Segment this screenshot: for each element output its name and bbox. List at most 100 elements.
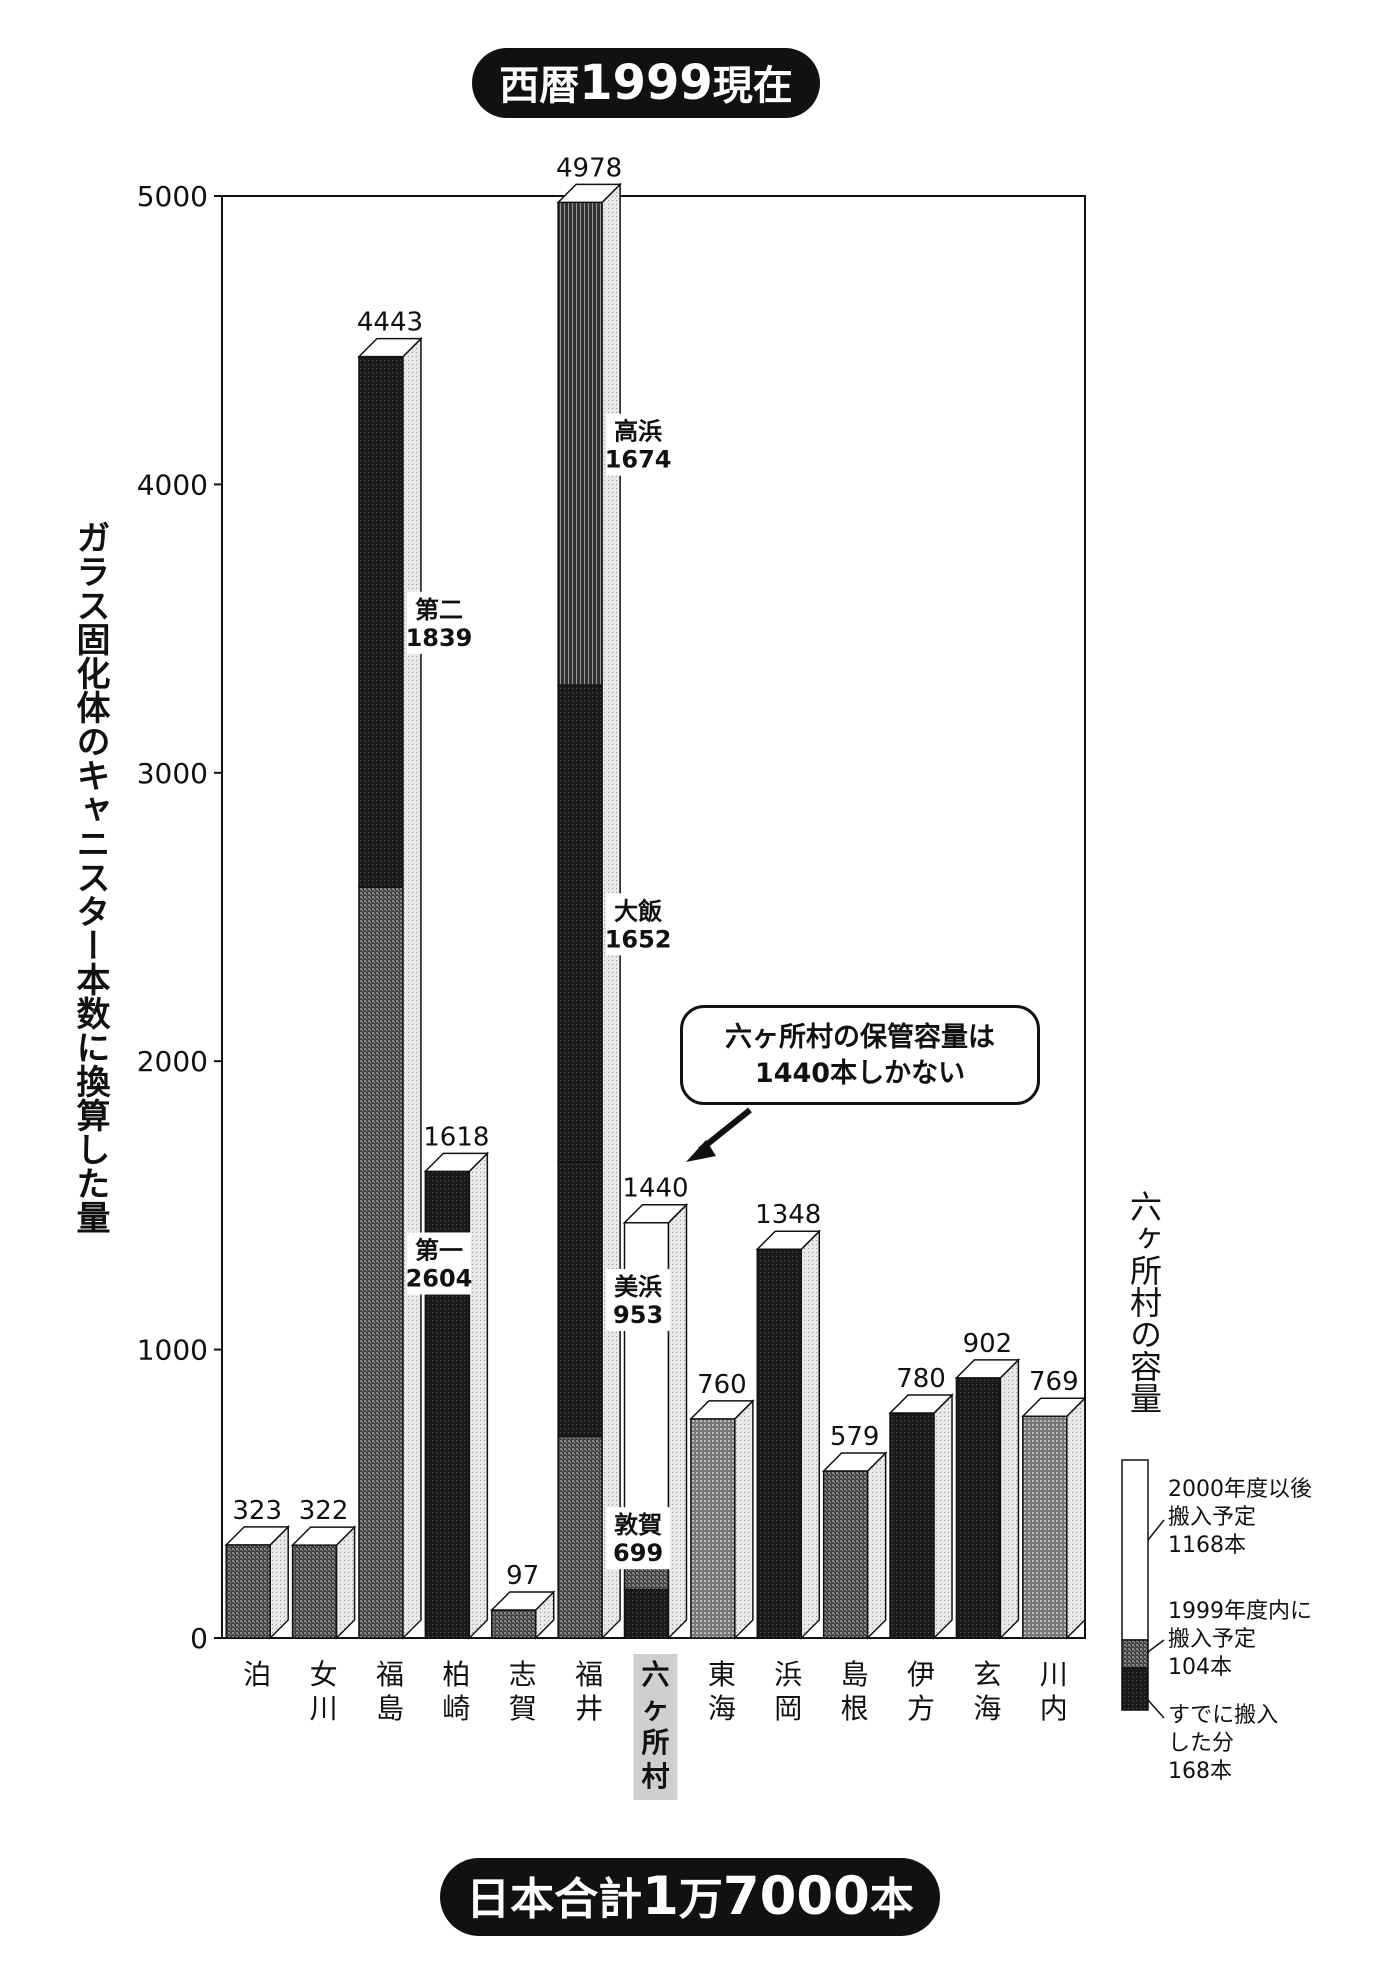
y-tick-label: 0 [190, 1622, 208, 1655]
segment-value: 1839 [406, 624, 473, 652]
bar-福島 [357, 336, 423, 1640]
value-label: 323 [232, 1496, 282, 1526]
segment-label-bg [606, 893, 671, 956]
bar-side [734, 1399, 754, 1640]
bar-front [889, 1412, 935, 1639]
category-label-東海: 海 [708, 1692, 736, 1725]
category-label-伊方: 方 [907, 1692, 935, 1725]
value-label: 4978 [556, 153, 622, 183]
segment-label-bg [606, 413, 671, 476]
bar-top [821, 1452, 888, 1472]
bar-front [291, 1544, 338, 1639]
category-label-福島: 福 [376, 1658, 404, 1691]
callout-arrow-head [686, 1140, 716, 1162]
segment-value: 953 [613, 1301, 663, 1329]
bar-front [1022, 1415, 1068, 1639]
category-label-六ヶ所村: 村 [641, 1760, 669, 1793]
bar-top [357, 337, 423, 358]
bar-segment-第一 [358, 886, 404, 1639]
total-badge: 日本合計1万7000本 [440, 1858, 940, 1936]
legend-done-line1: すでに搬入 [1168, 1703, 1279, 1728]
callout-line2: 1440本しかない [754, 1058, 966, 1089]
bar-玄海 [954, 1358, 1021, 1640]
bar-泊 [224, 1525, 291, 1640]
bar-segment-大飯 [557, 684, 603, 1163]
bar-top [1020, 1397, 1087, 1417]
bar-front [225, 1544, 271, 1639]
legend-done: すでに搬入 した分 168本 [1168, 1702, 1368, 1786]
category-label-川内: 川 [1040, 1658, 1068, 1691]
bar-東海 [689, 1399, 755, 1640]
value-label: 1440 [622, 1174, 688, 1204]
total-mid: 万 [678, 1874, 723, 1925]
value-label: 1348 [755, 1200, 821, 1230]
bar-side [800, 1229, 821, 1640]
bar-segment-美浜 [557, 1160, 603, 1438]
segment-name: 大飯 [614, 897, 662, 925]
segment-label-bg [606, 1507, 671, 1570]
y-tick-label: 2000 [137, 1045, 208, 1078]
category-label-泊: 泊 [243, 1658, 271, 1691]
y-tick-label: 5000 [137, 180, 208, 213]
category-label-伊方: 伊 [907, 1658, 935, 1691]
legend-done-line3: 168本 [1168, 1759, 1232, 1784]
bar-segment-高浜 [557, 201, 603, 686]
legend-title: 六ヶ所村の容量 [1125, 1190, 1163, 1414]
bar-side [866, 1451, 887, 1640]
segment-name: 第一 [415, 1237, 463, 1265]
segment-value: 2604 [406, 1265, 473, 1293]
total-prefix: 日本合計 [466, 1874, 643, 1925]
segment-label-bg [406, 591, 471, 654]
title-prefix: 西暦 [499, 63, 580, 109]
bar-side [468, 1151, 489, 1640]
bar-top [755, 1230, 822, 1250]
category-label-志賀: 志 [509, 1658, 537, 1691]
legend-planned-line1: 1999年度内に [1168, 1599, 1312, 1624]
title-badge: 西暦1999現在 [472, 48, 820, 118]
bar-伊方 [888, 1393, 954, 1640]
title-suffix: 現在 [712, 63, 793, 109]
segment-value: 1652 [605, 925, 672, 953]
legend-swatch-planned [1121, 1639, 1149, 1669]
value-label: 322 [299, 1496, 349, 1526]
callout-arrow [698, 1107, 752, 1153]
value-label: 760 [697, 1370, 747, 1400]
bar-top [954, 1359, 1021, 1379]
value-label: 902 [963, 1329, 1013, 1359]
bar-side [1066, 1396, 1086, 1640]
value-label: 780 [896, 1364, 946, 1394]
category-label-福井: 福 [575, 1658, 603, 1691]
value-label: 579 [830, 1422, 880, 1452]
category-label-志賀: 賀 [509, 1692, 537, 1725]
bar-front [690, 1418, 736, 1639]
segment-name: 第二 [415, 596, 463, 624]
bar-top [556, 183, 622, 204]
value-label: 4443 [357, 308, 423, 338]
bar-side [335, 1525, 356, 1640]
legend-planned-line3: 104本 [1168, 1655, 1232, 1680]
bar-segment-すでに搬入した分 [623, 1588, 670, 1639]
category-label-六ヶ所村: ヶ [641, 1692, 669, 1725]
segment-name: 敦賀 [614, 1511, 662, 1539]
y-tick-label: 1000 [137, 1334, 208, 1367]
bar-top [489, 1591, 556, 1611]
category-label-柏崎: 柏 [442, 1658, 470, 1691]
segment-value: 699 [613, 1539, 663, 1567]
value-label: 97 [506, 1561, 539, 1591]
segment-name: 高浜 [614, 418, 662, 446]
legend-future-line2: 搬入予定 [1168, 1505, 1257, 1530]
category-label-福井: 井 [575, 1692, 603, 1725]
y-axis-label: ガラス固化体のキャニスター本数に換算した量 [70, 520, 110, 1234]
category-label-六ヶ所村: 六 [641, 1658, 669, 1691]
bar-front [822, 1470, 869, 1639]
category-highlight [633, 1654, 678, 1800]
bar-side [269, 1525, 289, 1640]
legend-leader [1147, 1519, 1165, 1541]
category-label-女川: 川 [310, 1692, 338, 1725]
y-tick-label: 3000 [137, 757, 208, 790]
category-label-東海: 東 [708, 1658, 736, 1691]
bar-女川 [290, 1525, 357, 1640]
category-label-玄海: 玄 [973, 1658, 1001, 1691]
category-label-浜岡: 岡 [774, 1692, 802, 1725]
category-label-川内: 内 [1040, 1692, 1068, 1725]
